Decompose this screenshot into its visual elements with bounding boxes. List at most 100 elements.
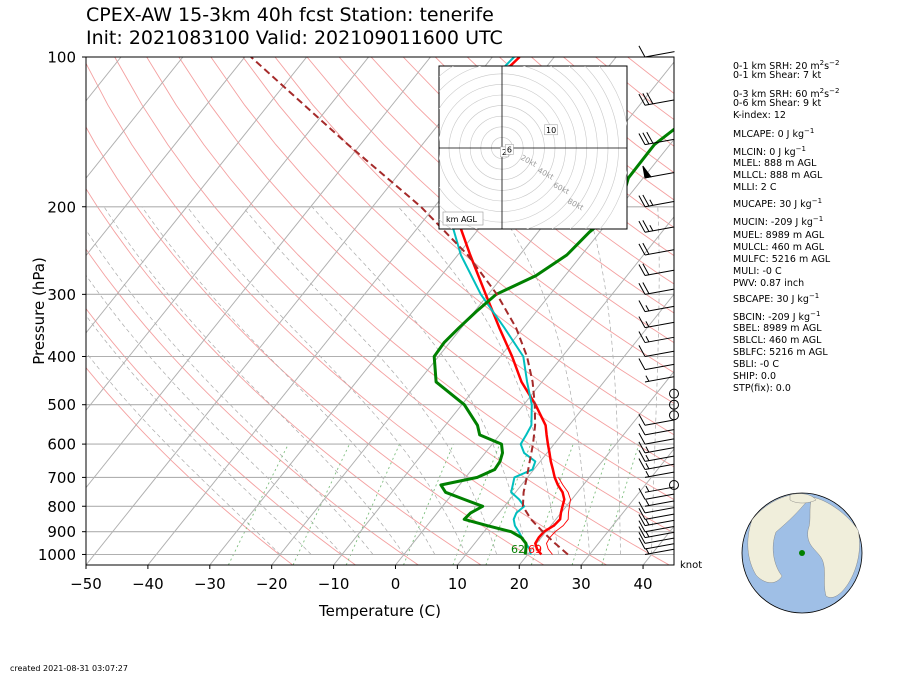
y-tick-label-500: 500 (47, 396, 76, 414)
wind-barb-325 (638, 300, 675, 313)
x-tick-label-0: 0 (391, 575, 401, 593)
isotherm-line (86, 57, 246, 257)
y-tick-label-100: 100 (47, 49, 76, 67)
dry-adiabat (114, 57, 670, 565)
wind-barb-250 (638, 242, 675, 256)
wind-barb-550 (638, 413, 675, 426)
wind-barb-850 (638, 508, 675, 520)
index-row: K-index: 12 (733, 110, 786, 121)
plot-frame (85, 56, 675, 566)
moist-adiabat (242, 206, 498, 555)
x-tick-label-40: 40 (634, 575, 653, 593)
wind-barb-975 (638, 537, 675, 550)
mixing-ratio-line (403, 443, 454, 565)
wind-barb-375 (638, 331, 675, 344)
moist-adiabat (141, 206, 436, 555)
index-row: MULCL: 460 m AGL (733, 242, 825, 253)
isobar-lines (86, 57, 674, 556)
y-tick-label-900: 900 (47, 523, 76, 541)
wind-barb-650 (638, 450, 675, 462)
wind-barb-300 (638, 282, 675, 295)
wind-barb-100 (638, 45, 675, 58)
hodograph-box-label-bg (442, 211, 484, 226)
isotherm-line (333, 138, 674, 565)
moist-adiabat (586, 206, 621, 555)
mixing-ratio-line (571, 443, 612, 565)
wind-barb-825 (638, 501, 675, 514)
wind-barb-675 (638, 458, 675, 471)
dry-adiabat (146, 57, 674, 534)
wind-barb-625 (638, 441, 675, 454)
globe-landmass-greenland (789, 493, 817, 504)
x-tick-label--10: −10 (318, 575, 350, 593)
dry-adiabat (306, 57, 674, 374)
wind-barb-475 (669, 388, 679, 399)
index-row: SBCIN: -209 J kg−1 (733, 310, 821, 324)
wind-barb-1000 (644, 547, 675, 555)
moist-adiabat (86, 229, 374, 555)
index-row: MLLI: 2 C (733, 182, 777, 193)
moist-adiabat (496, 206, 590, 555)
wind-barb-750 (644, 485, 675, 493)
index-row: 0-1 km Shear: 7 kt (733, 70, 822, 81)
wind-barb-775 (638, 488, 675, 500)
index-row: 0-3 km SRH: 60 m2s−2 (733, 87, 840, 101)
wind-barb-900 (638, 520, 675, 533)
moist-adiabat (186, 206, 467, 555)
wind-barb-175 (642, 165, 675, 179)
index-row: PWV: 0.87 inch (733, 278, 805, 289)
dry-adiabat (86, 307, 356, 565)
x-tick-label--50: −50 (70, 575, 102, 593)
isotherm-line (86, 57, 431, 489)
surface-temperature-label: 69 (528, 543, 542, 556)
surface-dewpoint-label: 62 (511, 543, 525, 556)
moist-adiabat (651, 206, 660, 555)
mixing-ratio-line (601, 443, 640, 565)
wind-barb-700 (644, 470, 675, 478)
wetbulb-profile (441, 57, 537, 555)
chart-title-line-1: CPEX-AW 15-3km 40h fcst Station: tenerif… (86, 4, 494, 26)
index-row: MULI: -0 C (733, 266, 782, 277)
moist-adiabat (86, 274, 343, 555)
index-row: MULFC: 5216 m AGL (733, 254, 831, 265)
dry-adiabat (210, 57, 674, 468)
dry-adiabat (242, 57, 674, 436)
wind-barb-800 (644, 499, 675, 507)
index-row: SBLCL: 460 m AGL (733, 335, 822, 346)
isotherm-line (86, 57, 369, 412)
x-tick-label--40: −40 (132, 575, 164, 593)
isotherm-line (518, 370, 674, 565)
hodograph-height-label: 2 (502, 148, 507, 157)
y-tick-label-700: 700 (47, 469, 76, 487)
x-axis-label: Temperature (C) (318, 602, 441, 620)
hodograph-box-label: km AGL (446, 215, 478, 224)
wind-barb-400 (638, 345, 675, 357)
mixing-ratio-line (485, 443, 532, 565)
dry-adiabat (86, 126, 545, 565)
index-row: MLEL: 888 m AGL (733, 158, 817, 169)
x-tick-label--30: −30 (194, 575, 226, 593)
moist-adiabat (86, 351, 281, 555)
wind-barb-200 (638, 194, 675, 208)
y-tick-label-300: 300 (47, 286, 76, 304)
index-row: MLCAPE: 0 J kg−1 (733, 127, 815, 141)
y-tick-label-600: 600 (47, 436, 76, 454)
x-tick-label-10: 10 (448, 575, 467, 593)
hodograph-height-label: 10 (546, 126, 556, 135)
wind-barb-925 (638, 526, 675, 539)
x-tick-label--20: −20 (256, 575, 288, 593)
wind-barb-350 (638, 316, 675, 329)
index-row: SBCAPE: 30 J kg−1 (733, 292, 820, 306)
isotherm-line (86, 57, 122, 102)
wind-barb-450 (644, 375, 675, 383)
dry-adiabat (86, 187, 482, 565)
moist-adiabat (103, 206, 405, 555)
dry-adiabat (178, 57, 674, 501)
y-tick-label-1000: 1000 (38, 546, 76, 564)
wind-barb-150 (638, 131, 675, 146)
wind-barb-500 (669, 399, 679, 410)
isotherm-line (457, 293, 674, 565)
x-tick-label-20: 20 (510, 575, 529, 593)
wind-barb-225 (638, 220, 675, 233)
